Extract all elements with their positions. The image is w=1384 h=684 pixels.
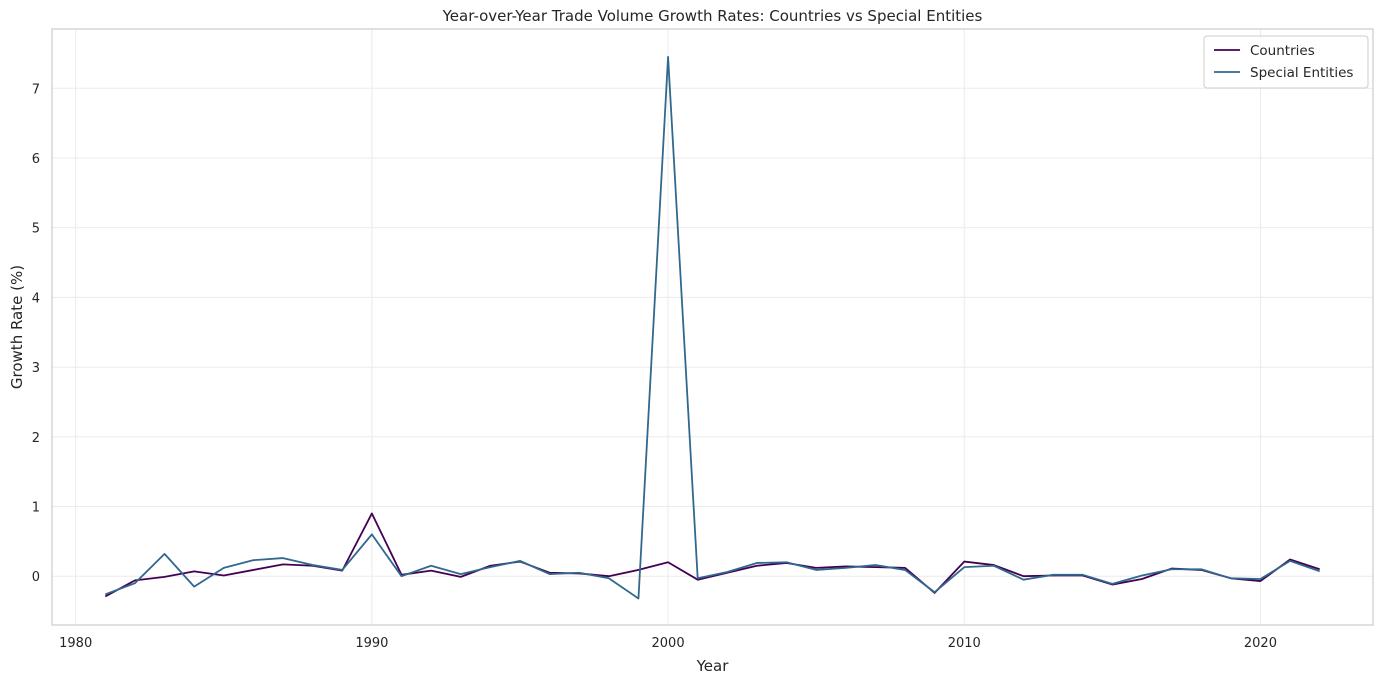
legend-box	[1203, 35, 1369, 89]
plot-frame	[51, 28, 1374, 626]
x-tick-label: 2020	[1244, 636, 1277, 651]
series-line-countries	[104, 512, 1320, 598]
y-tick-label: 1	[32, 500, 40, 515]
series-line-special-entities	[104, 55, 1320, 600]
series-lines	[104, 55, 1320, 600]
y-tick-label: 2	[32, 431, 40, 446]
legend-label-special-entities: Special Entities	[1250, 65, 1353, 81]
y-tick-label: 6	[32, 152, 40, 167]
tick-labels: 1980 1990 2000 2010 2020 0 1 2 3 4 5 6 7	[32, 82, 1277, 651]
y-tick-label: 4	[32, 291, 40, 306]
y-tick-label: 5	[32, 222, 40, 237]
x-axis-label: Year	[696, 657, 730, 675]
x-tick-label: 1980	[59, 636, 92, 651]
legend: Countries Special Entities	[1203, 35, 1369, 89]
y-tick-label: 3	[32, 361, 40, 376]
x-tick-label: 2000	[652, 636, 685, 651]
x-tick-label: 1990	[355, 636, 388, 651]
y-axis-label: Growth Rate (%)	[8, 265, 26, 389]
y-tick-label: 0	[32, 570, 40, 585]
chart-title: Year-over-Year Trade Volume Growth Rates…	[442, 7, 983, 25]
legend-label-countries: Countries	[1250, 43, 1315, 59]
y-tick-label: 7	[32, 82, 40, 97]
x-tick-label: 2010	[948, 636, 981, 651]
